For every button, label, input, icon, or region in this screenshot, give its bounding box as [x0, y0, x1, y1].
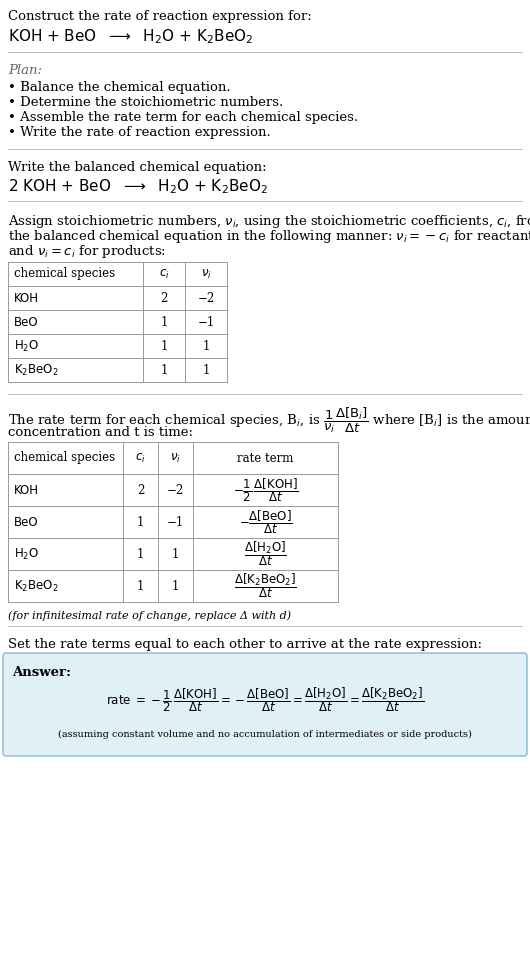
Text: $\dfrac{\Delta[\mathrm{H_2O}]}{\Delta t}$: $\dfrac{\Delta[\mathrm{H_2O}]}{\Delta t}…	[244, 540, 287, 569]
Text: $-\dfrac{1}{2}\,\dfrac{\Delta[\mathrm{KOH}]}{\Delta t}$: $-\dfrac{1}{2}\,\dfrac{\Delta[\mathrm{KO…	[233, 476, 298, 504]
Text: Construct the rate of reaction expression for:: Construct the rate of reaction expressio…	[8, 10, 312, 23]
Text: • Balance the chemical equation.: • Balance the chemical equation.	[8, 81, 231, 94]
Text: KOH + BeO  $\longrightarrow$  H$_2$O + K$_2$BeO$_2$: KOH + BeO $\longrightarrow$ H$_2$O + K$_…	[8, 27, 253, 46]
Text: chemical species: chemical species	[14, 268, 115, 281]
Text: the balanced chemical equation in the following manner: $\nu_i = -c_i$ for react: the balanced chemical equation in the fo…	[8, 228, 530, 245]
Text: BeO: BeO	[14, 316, 39, 328]
Text: (for infinitesimal rate of change, replace Δ with d): (for infinitesimal rate of change, repla…	[8, 610, 291, 620]
Text: • Write the rate of reaction expression.: • Write the rate of reaction expression.	[8, 126, 271, 139]
Text: H$_2$O: H$_2$O	[14, 338, 39, 354]
Text: Assign stoichiometric numbers, $\nu_i$, using the stoichiometric coefficients, $: Assign stoichiometric numbers, $\nu_i$, …	[8, 213, 530, 230]
Text: −1: −1	[167, 515, 184, 529]
Text: • Assemble the rate term for each chemical species.: • Assemble the rate term for each chemic…	[8, 111, 358, 124]
Text: Answer:: Answer:	[12, 666, 71, 679]
Text: 2 KOH + BeO  $\longrightarrow$  H$_2$O + K$_2$BeO$_2$: 2 KOH + BeO $\longrightarrow$ H$_2$O + K…	[8, 177, 268, 196]
Text: 1: 1	[160, 316, 167, 328]
Text: 1: 1	[172, 580, 179, 592]
Text: 2: 2	[137, 483, 144, 497]
Text: −2: −2	[167, 483, 184, 497]
Text: 1: 1	[137, 547, 144, 560]
Text: K$_2$BeO$_2$: K$_2$BeO$_2$	[14, 579, 58, 593]
Text: $c_i$: $c_i$	[158, 268, 170, 281]
Text: 1: 1	[137, 515, 144, 529]
Text: rate term: rate term	[237, 452, 294, 465]
Text: K$_2$BeO$_2$: K$_2$BeO$_2$	[14, 362, 58, 378]
Text: KOH: KOH	[14, 483, 39, 497]
Text: Write the balanced chemical equation:: Write the balanced chemical equation:	[8, 161, 267, 174]
Text: and $\nu_i = c_i$ for products:: and $\nu_i = c_i$ for products:	[8, 243, 166, 260]
Text: −1: −1	[197, 316, 215, 328]
Text: Plan:: Plan:	[8, 64, 42, 77]
Text: (assuming constant volume and no accumulation of intermediates or side products): (assuming constant volume and no accumul…	[58, 730, 472, 738]
Text: $\nu_i$: $\nu_i$	[200, 268, 211, 281]
Text: Set the rate terms equal to each other to arrive at the rate expression:: Set the rate terms equal to each other t…	[8, 638, 482, 651]
Text: BeO: BeO	[14, 515, 39, 529]
Text: The rate term for each chemical species, B$_i$, is $\dfrac{1}{\nu_i}\dfrac{\Delt: The rate term for each chemical species,…	[8, 406, 530, 435]
Text: 1: 1	[202, 340, 210, 353]
Text: KOH: KOH	[14, 291, 39, 305]
Text: 1: 1	[160, 340, 167, 353]
Text: 2: 2	[160, 291, 167, 305]
Text: 1: 1	[137, 580, 144, 592]
Text: 1: 1	[172, 547, 179, 560]
Text: $-\dfrac{\Delta[\mathrm{BeO}]}{\Delta t}$: $-\dfrac{\Delta[\mathrm{BeO}]}{\Delta t}…	[238, 508, 292, 536]
Text: rate $= -\dfrac{1}{2}\,\dfrac{\Delta[\mathrm{KOH}]}{\Delta t} = -\dfrac{\Delta[\: rate $= -\dfrac{1}{2}\,\dfrac{\Delta[\ma…	[106, 686, 424, 714]
Text: concentration and t is time:: concentration and t is time:	[8, 426, 193, 439]
Text: 1: 1	[160, 363, 167, 377]
Text: $\dfrac{\Delta[\mathrm{K_2BeO_2}]}{\Delta t}$: $\dfrac{\Delta[\mathrm{K_2BeO_2}]}{\Delt…	[234, 572, 297, 600]
FancyBboxPatch shape	[3, 653, 527, 756]
Text: H$_2$O: H$_2$O	[14, 546, 39, 562]
Text: 1: 1	[202, 363, 210, 377]
Text: −2: −2	[197, 291, 215, 305]
Text: • Determine the stoichiometric numbers.: • Determine the stoichiometric numbers.	[8, 96, 283, 109]
Text: $c_i$: $c_i$	[135, 452, 146, 465]
Text: $\nu_i$: $\nu_i$	[170, 452, 181, 465]
Text: chemical species: chemical species	[14, 452, 115, 465]
